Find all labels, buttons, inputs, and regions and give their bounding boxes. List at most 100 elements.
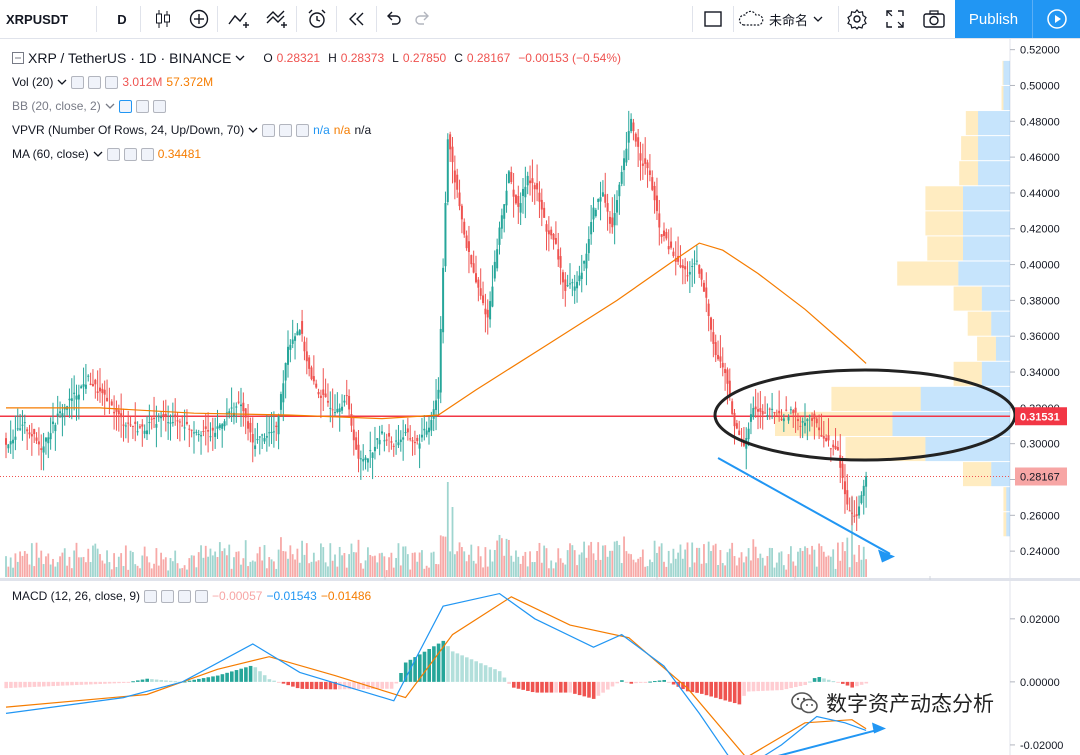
volume-bar: [862, 546, 865, 577]
settings-gear-icon[interactable]: [88, 75, 102, 89]
volume-bar: [237, 551, 240, 577]
settings-gear-icon[interactable]: [279, 123, 293, 137]
candle-body: [146, 430, 148, 435]
indicators-button[interactable]: [182, 0, 216, 38]
volume-bar: [731, 542, 734, 577]
chevron-down-icon[interactable]: [105, 102, 115, 110]
replay-button[interactable]: [340, 0, 374, 38]
close-icon[interactable]: [105, 75, 119, 89]
candle-body: [524, 186, 527, 198]
chevron-down-icon[interactable]: [248, 126, 258, 134]
chart-type-button[interactable]: [146, 0, 180, 38]
candle-body: [371, 452, 374, 458]
candle-body: [185, 421, 188, 424]
candle-body: [404, 432, 407, 434]
candle-body: [794, 407, 797, 413]
candle-body: [658, 213, 661, 228]
close-icon[interactable]: [195, 589, 209, 603]
volume-bar: [80, 557, 83, 577]
candle-body: [677, 255, 680, 262]
candle-body: [552, 234, 555, 240]
alert-button[interactable]: [300, 0, 334, 38]
settings-gear-icon[interactable]: [135, 99, 149, 113]
candle-body: [315, 383, 318, 388]
symbol-search[interactable]: XRPUSDT: [6, 11, 69, 27]
layout-name-button[interactable]: 未命名: [738, 0, 838, 38]
candle-body: [345, 395, 348, 397]
volume-bar: [500, 538, 503, 577]
volume-bar: [684, 549, 687, 577]
volume-bar: [686, 542, 689, 577]
chevron-down-icon[interactable]: [235, 54, 245, 62]
volume-bar: [799, 548, 802, 577]
chart-canvas[interactable]: 0.240000.260000.280000.300000.320000.340…: [0, 38, 1080, 755]
close-icon[interactable]: [152, 99, 166, 113]
templates-button[interactable]: [260, 0, 294, 38]
settings-gear-icon[interactable]: [123, 147, 137, 161]
volume-bar: [735, 565, 738, 577]
candle-body: [489, 301, 492, 320]
visibility-toggle-icon[interactable]: [71, 75, 85, 89]
volume-bar: [106, 550, 108, 577]
compare-button[interactable]: [222, 0, 256, 38]
candle-body: [700, 269, 703, 280]
visibility-toggle-icon[interactable]: [262, 123, 276, 137]
candle-body: [834, 445, 837, 449]
candle-body: [646, 162, 649, 169]
candle-body: [230, 407, 233, 409]
macd-histogram-bar: [84, 681, 88, 685]
macd-tick-label: 0.00000: [1020, 677, 1060, 689]
fullscreen-select-button[interactable]: [698, 0, 728, 38]
close-icon[interactable]: [296, 123, 310, 137]
publish-button[interactable]: Publish: [955, 0, 1032, 38]
close-icon[interactable]: [140, 147, 154, 161]
candle-body: [632, 122, 635, 132]
macd-histogram-bar: [239, 668, 243, 682]
volume-bar: [848, 567, 851, 577]
volume-bar: [585, 557, 588, 577]
redo-button[interactable]: [408, 0, 438, 38]
volume-bar: [693, 562, 696, 577]
macd-histogram-bar: [629, 681, 634, 684]
volume-bar: [674, 558, 677, 577]
volume-bar: [162, 559, 165, 577]
macd-histogram-bar: [841, 681, 845, 684]
candle-body: [571, 282, 574, 284]
price-tick-label: 0.48000: [1020, 116, 1060, 128]
candle-body: [364, 457, 367, 460]
volume-bar: [40, 550, 43, 577]
hidden-eye-icon[interactable]: [118, 99, 132, 113]
interval-button[interactable]: D: [117, 11, 127, 27]
vpvr-row-down: [967, 311, 992, 336]
candle-body: [117, 410, 120, 415]
fullscreen-button[interactable]: [880, 0, 910, 38]
volume-bar: [529, 551, 531, 577]
snapshot-button[interactable]: [918, 0, 950, 38]
vpvr-value-down: n/a: [333, 123, 351, 137]
settings-button[interactable]: [842, 0, 872, 38]
visibility-toggle-icon[interactable]: [144, 589, 158, 603]
candle-body: [406, 428, 409, 433]
play-button[interactable]: [1032, 0, 1080, 38]
settings-gear-icon[interactable]: [161, 589, 175, 603]
chevron-down-icon[interactable]: [93, 150, 103, 158]
volume-bar: [352, 552, 355, 577]
candle-body: [428, 427, 430, 433]
volume-bar: [738, 557, 741, 577]
candle-body: [193, 432, 195, 434]
vpvr-row-up: [978, 161, 1010, 186]
candle-body: [529, 180, 532, 184]
collapse-legend-icon[interactable]: [12, 52, 24, 64]
candle-body: [693, 263, 696, 265]
candle-body: [836, 447, 839, 451]
volume-bar: [19, 551, 21, 577]
chevron-down-icon[interactable]: [57, 78, 67, 86]
volume-bar: [808, 554, 811, 577]
visibility-toggle-icon[interactable]: [106, 147, 120, 161]
undo-button[interactable]: [378, 0, 408, 38]
volume-bar: [54, 566, 57, 577]
candle-body: [359, 458, 362, 460]
macd-histogram-bar: [859, 681, 864, 685]
source-code-icon[interactable]: [178, 589, 192, 603]
macd-histogram-bar: [103, 681, 107, 684]
